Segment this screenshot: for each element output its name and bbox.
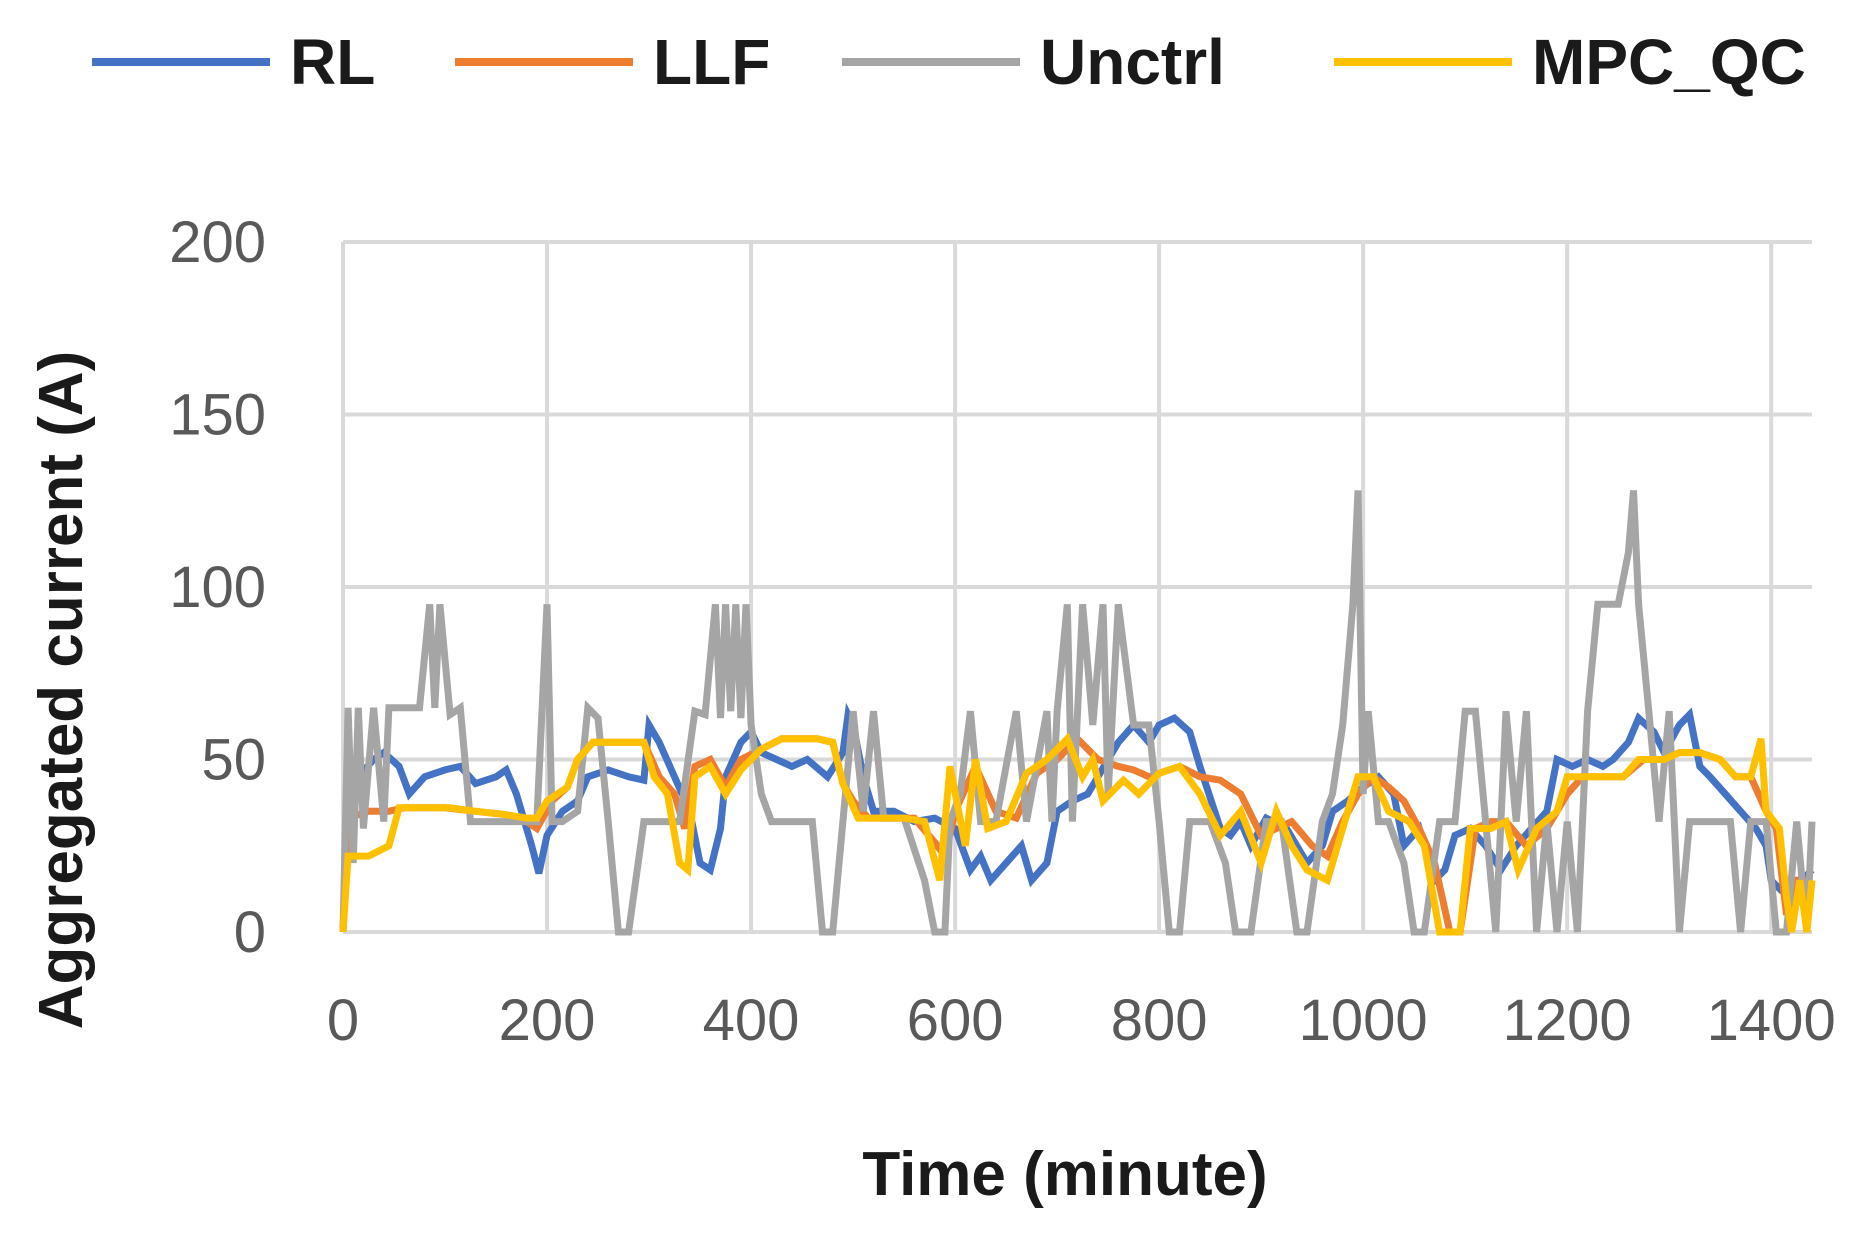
x-tick-label: 800 xyxy=(1111,988,1208,1053)
x-tick-label: 200 xyxy=(499,988,596,1053)
x-tick-label: 1400 xyxy=(1707,988,1836,1053)
y-tick-label: 200 xyxy=(169,210,266,275)
series-layer xyxy=(339,490,1816,936)
y-tick-label: 100 xyxy=(169,555,266,620)
x-tick-label: 1200 xyxy=(1503,988,1632,1053)
legend-label-unctrl: Unctrl xyxy=(1040,26,1225,98)
y-tick-label: 150 xyxy=(169,383,266,448)
x-tick-labels: 0 200 400 600 800 1000 1200 1400 xyxy=(327,988,1836,1053)
series-line-mpc-qc xyxy=(339,732,1816,936)
legend-label-llf: LLF xyxy=(653,26,770,98)
x-tick-label: 1000 xyxy=(1299,988,1428,1053)
legend-label-mpc-qc: MPC_QC xyxy=(1532,26,1806,98)
x-tick-label: 0 xyxy=(327,988,359,1053)
legend: RL LLF Unctrl MPC_QC xyxy=(92,26,1806,98)
y-tick-label: 50 xyxy=(201,728,266,793)
y-tick-labels: 0 50 100 150 200 xyxy=(169,210,266,965)
x-tick-label: 400 xyxy=(703,988,800,1053)
series-line-unctrl xyxy=(339,490,1816,936)
grid-layer xyxy=(341,240,1812,934)
x-tick-label: 600 xyxy=(907,988,1004,1053)
legend-label-rl: RL xyxy=(290,26,375,98)
y-tick-label: 0 xyxy=(234,900,266,965)
y-axis-title: Aggregated current (A) xyxy=(27,351,96,1030)
x-axis-title: Time (minute) xyxy=(862,1140,1267,1209)
